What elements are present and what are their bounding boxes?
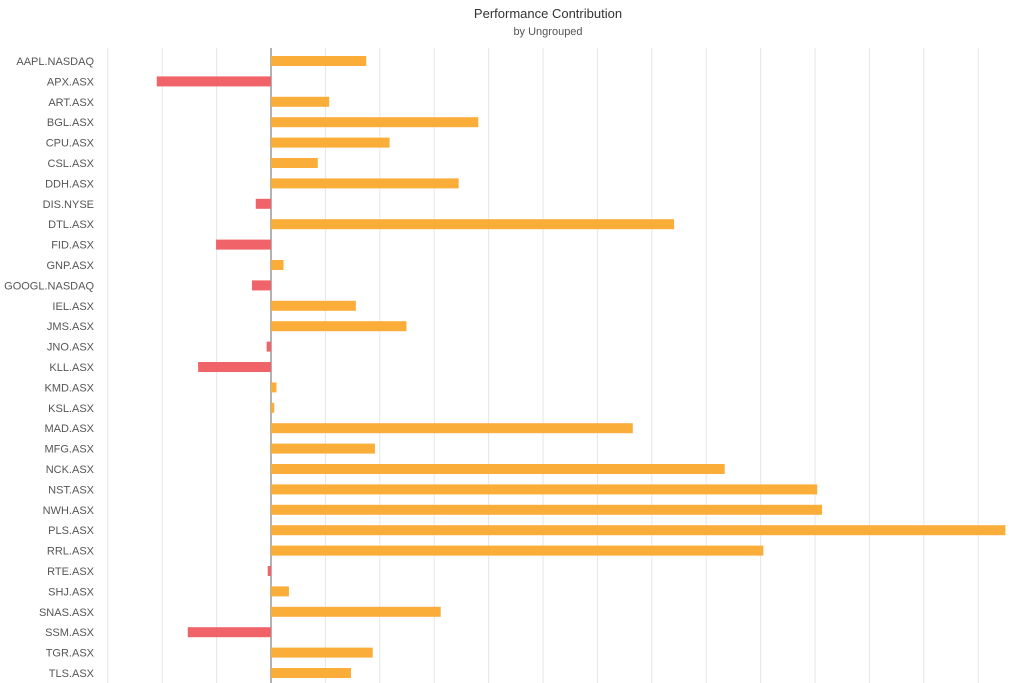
bar-nst-asx[interactable] xyxy=(271,484,818,495)
category-label: SHJ.ASX xyxy=(48,586,95,598)
category-label: TLS.ASX xyxy=(49,668,95,680)
bar-dtl-asx[interactable] xyxy=(271,219,675,230)
bar-tls-asx[interactable] xyxy=(271,668,351,678)
category-label: RTE.ASX xyxy=(47,566,95,578)
category-label: NCK.ASX xyxy=(46,464,95,476)
category-label: DIS.NYSE xyxy=(43,199,94,211)
bar-pls-asx[interactable] xyxy=(271,525,1006,536)
bar-ssm-asx[interactable] xyxy=(187,627,271,638)
bar-googl-nasdaq[interactable] xyxy=(251,280,271,291)
category-label: NST.ASX xyxy=(48,484,95,496)
bar-jno-asx[interactable] xyxy=(266,341,271,352)
category-label: DDH.ASX xyxy=(45,178,95,190)
category-label: DTL.ASX xyxy=(48,219,95,231)
bar-fid-asx[interactable] xyxy=(216,239,271,250)
category-label: KLL.ASX xyxy=(49,362,94,374)
bar-nwh-asx[interactable] xyxy=(271,504,823,515)
bar-nck-asx[interactable] xyxy=(271,464,725,474)
category-label: IEL.ASX xyxy=(52,301,94,313)
category-label: ART.ASX xyxy=(48,97,94,109)
bar-csl-asx[interactable] xyxy=(271,158,318,168)
category-label: GNP.ASX xyxy=(47,260,95,272)
category-label: MFG.ASX xyxy=(44,444,94,456)
bar-shj-asx[interactable] xyxy=(271,586,289,597)
category-label: SSM.ASX xyxy=(45,627,95,639)
category-label: FID.ASX xyxy=(51,240,94,252)
bar-aapl-nasdaq[interactable] xyxy=(271,56,367,66)
bars xyxy=(156,56,1006,678)
bar-jms-asx[interactable] xyxy=(271,321,407,332)
category-label: JNO.ASX xyxy=(47,342,95,354)
bar-gnp-asx[interactable] xyxy=(271,260,284,270)
bar-art-asx[interactable] xyxy=(271,96,330,107)
category-label: CSL.ASX xyxy=(48,158,95,170)
category-label: TGR.ASX xyxy=(46,648,95,660)
bar-iel-asx[interactable] xyxy=(271,300,356,311)
bar-kll-asx[interactable] xyxy=(198,362,271,372)
bar-rte-asx[interactable] xyxy=(267,566,271,576)
category-label: CPU.ASX xyxy=(46,138,95,150)
category-label: RRL.ASX xyxy=(47,546,95,558)
category-label: SNAS.ASX xyxy=(39,607,95,619)
category-label: PLS.ASX xyxy=(48,525,95,537)
bar-bgl-asx[interactable] xyxy=(271,117,479,128)
category-label: KMD.ASX xyxy=(44,382,94,394)
category-label: APX.ASX xyxy=(47,76,95,88)
category-label: MAD.ASX xyxy=(44,423,94,435)
category-label: JMS.ASX xyxy=(47,321,95,333)
bar-snas-asx[interactable] xyxy=(271,606,441,617)
bar-kmd-asx[interactable] xyxy=(271,382,277,393)
category-label: KSL.ASX xyxy=(48,403,95,415)
bar-mad-asx[interactable] xyxy=(271,423,633,434)
chart-title: Performance Contribution xyxy=(473,6,623,21)
category-label: NWH.ASX xyxy=(43,505,95,517)
chart-subtitle: by Ungrouped xyxy=(513,26,583,38)
bar-ksl-asx[interactable] xyxy=(271,402,275,413)
category-label: GOOGL.NASDAQ xyxy=(4,280,94,292)
category-labels: AAPL.NASDAQ APX.ASX ART.ASX BGL.ASX CPU.ASX C… xyxy=(4,56,95,680)
bar-cpu-asx[interactable] xyxy=(271,137,390,148)
bar-dis-nyse[interactable] xyxy=(255,198,271,209)
bar-apx-asx[interactable] xyxy=(156,76,271,87)
bar-mfg-asx[interactable] xyxy=(271,443,375,454)
category-label: BGL.ASX xyxy=(47,117,95,129)
bar-ddh-asx[interactable] xyxy=(271,178,459,189)
bar-tgr-asx[interactable] xyxy=(271,647,373,658)
bar-rrl-asx[interactable] xyxy=(271,545,764,556)
category-label: AAPL.NASDAQ xyxy=(16,56,94,68)
grid-lines xyxy=(107,48,979,683)
